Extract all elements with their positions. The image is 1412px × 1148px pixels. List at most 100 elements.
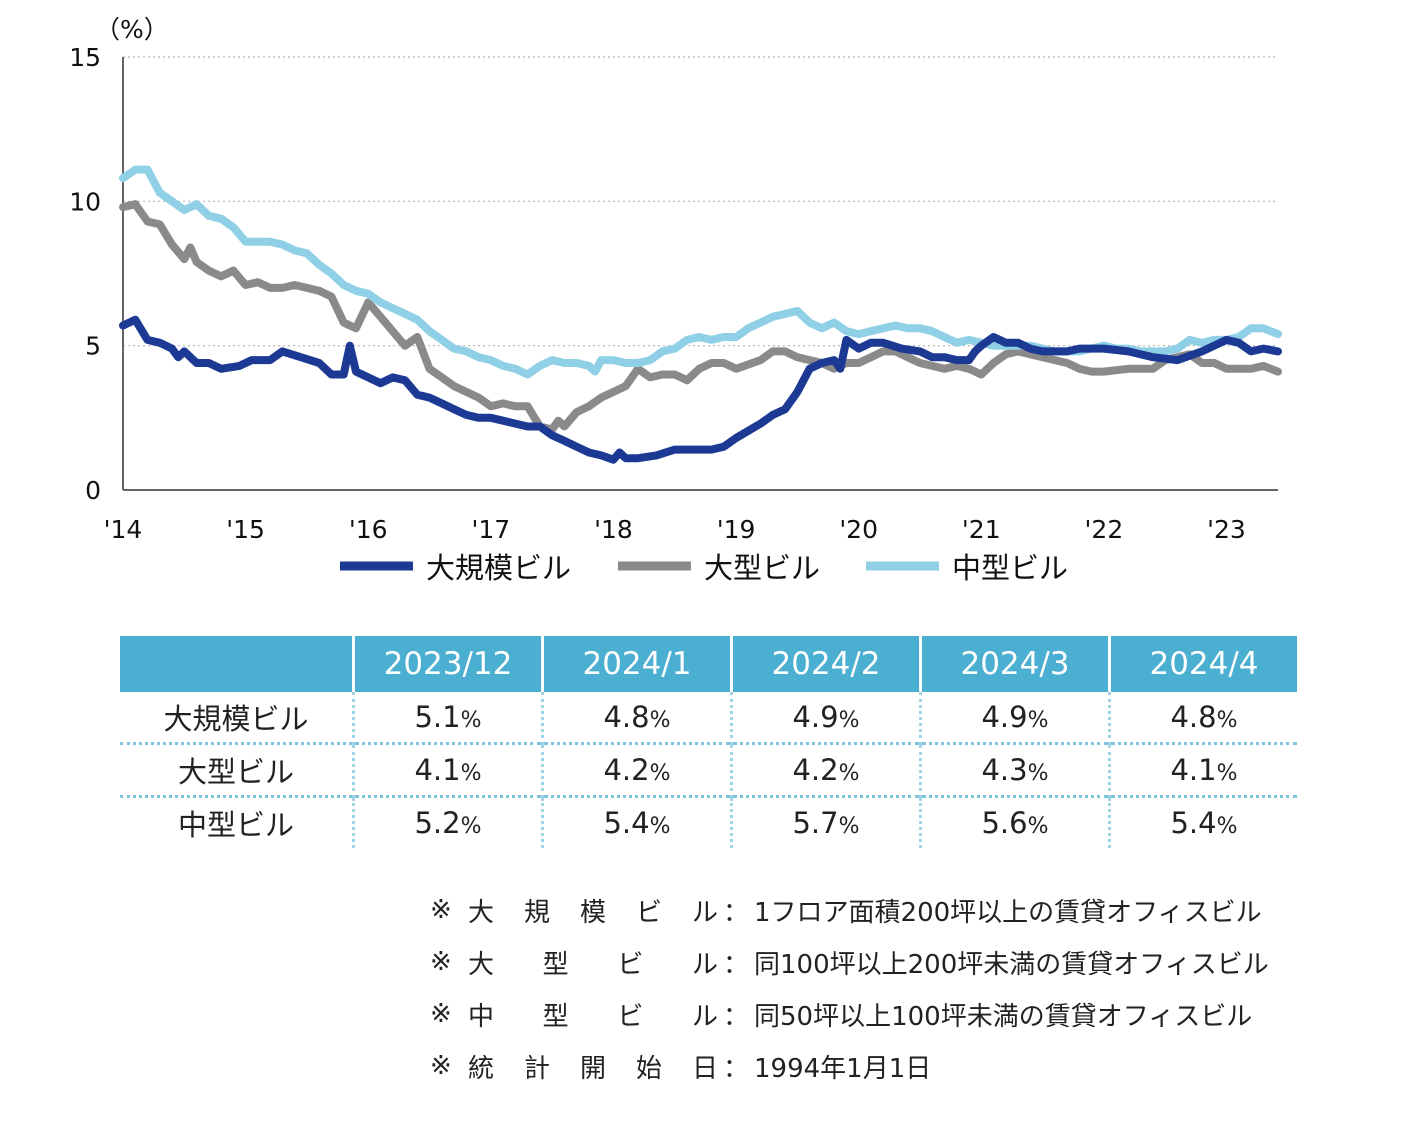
table-row: 中型ビル 5.2% 5.4% 5.7% 5.6% 5.4% <box>120 795 1297 848</box>
percent-sign: % <box>1216 708 1238 733</box>
percent-sign: % <box>460 761 482 786</box>
value-number: 4.3 <box>981 753 1028 787</box>
value-number: 4.1 <box>414 753 461 787</box>
value-number: 5.7 <box>792 806 839 840</box>
y-unit-label: （%） <box>95 15 169 44</box>
note-mark: ※ <box>430 947 452 977</box>
note-description: 同100坪以上200坪未満の賃貸オフィスビル <box>754 949 1269 980</box>
series-line <box>119 200 1282 434</box>
note-term-char: 開 <box>579 1053 606 1084</box>
value-cell: 5.1% <box>352 692 543 744</box>
note-term-char: 大 <box>468 949 495 980</box>
x-tick-label: '17 <box>471 515 510 544</box>
value-number: 5.6 <box>981 806 1028 840</box>
note-term-char: 型 <box>542 1001 569 1032</box>
legend-label: 中型ビル <box>952 551 1068 585</box>
percent-sign: % <box>1216 814 1238 839</box>
table-header-row: 2023/12 2024/1 2024/2 2024/3 2024/4 <box>120 636 1297 692</box>
note-term-char: 日 <box>691 1053 718 1084</box>
note-term-char: 模 <box>579 897 606 928</box>
y-tick-label: 15 <box>69 43 101 72</box>
x-axis-ticks: '14 '15 '16 '17 '18 '19 '20 '21 '22 '23 <box>104 515 1246 544</box>
percent-sign: % <box>649 814 671 839</box>
value-number: 4.8 <box>1170 700 1217 734</box>
x-tick-label: '18 <box>594 515 633 544</box>
note-term: 大規模ビル <box>468 892 718 929</box>
y-tick-label: 0 <box>85 476 101 505</box>
x-tick-label: '19 <box>717 515 756 544</box>
vacancy-rate-chart: （%） 0 5 10 15 '14 '15 '16 '17 '18 '19 '20 '21 '22 '2… <box>69 15 1282 585</box>
note-row: ※ 統計開始日： 1994年1月1日 <box>430 1040 1269 1092</box>
value-cell: 4.9% <box>919 692 1110 744</box>
note-colon: ： <box>722 1053 749 1084</box>
row-label: 大規模ビル <box>163 702 309 736</box>
value-number: 4.2 <box>603 753 650 787</box>
note-mark: ※ <box>430 895 452 925</box>
y-tick-label: 10 <box>69 187 101 216</box>
value-number: 4.1 <box>1170 753 1217 787</box>
y-axis-ticks: 0 5 10 15 <box>69 43 101 505</box>
value-cell: 4.2% <box>730 742 921 797</box>
note-term-char: ビ <box>617 949 644 980</box>
x-tick-label: '23 <box>1207 515 1246 544</box>
note-row: ※ 大 型 ビ ル：同100坪以上200坪未満の賃貸オフィスビル <box>430 936 1269 988</box>
note-term-char: 中 <box>468 1001 495 1032</box>
note-term: 統計開始日 <box>468 1048 718 1085</box>
percent-sign: % <box>460 708 482 733</box>
note-row: ※ 大規模ビル： 1フロア面積200坪以上の賃貸オフィスビル <box>430 884 1269 936</box>
note-colon: ： <box>722 949 749 980</box>
table-header-cell: 2024/1 <box>541 636 732 692</box>
x-tick-label: '21 <box>962 515 1001 544</box>
value-number: 4.9 <box>792 700 839 734</box>
x-tick-label: '14 <box>104 515 143 544</box>
value-number: 4.2 <box>792 753 839 787</box>
value-cell: 5.4% <box>1108 795 1297 848</box>
value-cell: 4.1% <box>352 742 543 797</box>
value-cell: 4.1% <box>1108 742 1297 797</box>
note-term: 中型ビル <box>468 996 718 1033</box>
value-cell: 5.2% <box>352 795 543 848</box>
note-description: 同50坪以上100坪未満の賃貸オフィスビル <box>754 1001 1253 1032</box>
note-colon: ： <box>722 897 749 928</box>
percent-sign: % <box>649 761 671 786</box>
legend: 大規模ビル 大型ビル 中型ビル <box>340 551 1068 585</box>
value-cell: 5.4% <box>541 795 732 848</box>
table-header-cell: 2023/12 <box>352 636 543 692</box>
note-term-char: 計 <box>523 1053 550 1084</box>
value-cell: 4.3% <box>919 742 1110 797</box>
note-description: 1994年1月1日 <box>754 1053 932 1084</box>
table-header-cell: 2024/2 <box>730 636 921 692</box>
value-number: 5.4 <box>603 806 650 840</box>
series-line <box>119 165 1282 379</box>
value-cell: 4.8% <box>541 692 732 744</box>
percent-sign: % <box>1216 761 1238 786</box>
table-row: 大規模ビル 5.1% 4.8% 4.9% 4.9% 4.8% <box>120 692 1297 744</box>
gridlines <box>123 56 1278 347</box>
note-mark: ※ <box>430 1051 452 1081</box>
percent-sign: % <box>460 814 482 839</box>
percent-sign: % <box>1027 708 1049 733</box>
row-label: 中型ビル <box>120 795 354 848</box>
percent-sign: % <box>1027 814 1049 839</box>
note-term-char: ル <box>691 897 718 928</box>
note-term-char: 大 <box>468 897 495 928</box>
value-cell: 4.8% <box>1108 692 1297 744</box>
note-colon: ： <box>722 1001 749 1032</box>
series-line <box>119 315 1282 464</box>
y-tick-label: 5 <box>85 332 101 361</box>
percent-sign: % <box>649 708 671 733</box>
x-tick-label: '20 <box>839 515 878 544</box>
legend-label: 大型ビル <box>704 551 820 585</box>
note-term-char: 始 <box>635 1053 662 1084</box>
table-header-cell: 2024/3 <box>919 636 1110 692</box>
value-cell: 5.7% <box>730 795 921 848</box>
value-number: 5.2 <box>414 806 461 840</box>
note-term-char: ビ <box>617 1001 644 1032</box>
value-cell: 5.6% <box>919 795 1110 848</box>
series-lines <box>119 165 1282 464</box>
table-header-cell: 2024/4 <box>1108 636 1297 692</box>
legend-label: 大規模ビル <box>426 551 571 585</box>
axes <box>122 57 1278 491</box>
note-term-char: 型 <box>542 949 569 980</box>
x-tick-label: '15 <box>226 515 265 544</box>
